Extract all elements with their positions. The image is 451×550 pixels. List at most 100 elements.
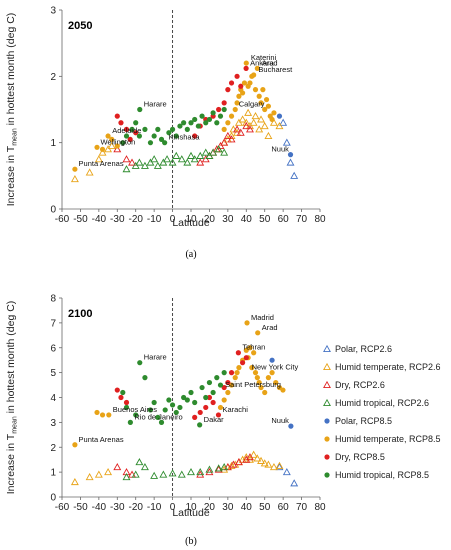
legend-marker (323, 344, 331, 353)
data-point (223, 131, 232, 140)
data-point (221, 126, 227, 132)
data-point (269, 463, 278, 471)
data-point (113, 145, 122, 153)
data-point (210, 389, 216, 396)
data-point (241, 80, 248, 86)
data-point (94, 409, 100, 416)
x-tick-label: 80 (314, 214, 326, 225)
data-point (217, 404, 224, 411)
data-point (123, 133, 130, 139)
data-point (216, 106, 222, 113)
data-point (137, 106, 143, 113)
data-point (271, 110, 277, 116)
series-polar-rcp2-6 (275, 463, 299, 487)
city-annotation: Harare (144, 100, 167, 109)
data-point (235, 350, 241, 356)
city-annotation: Bucharest (258, 65, 293, 74)
data-point (147, 140, 154, 146)
data-point (104, 467, 113, 476)
data-point (133, 412, 139, 418)
data-point (220, 463, 229, 471)
legend-item: Humid temperate, RCP2.6 (323, 362, 441, 372)
data-point (133, 120, 139, 126)
data-point (109, 136, 115, 142)
series-dry-rcp8-5 (114, 350, 249, 420)
data-point (225, 87, 231, 93)
data-point (120, 140, 126, 146)
data-point (234, 73, 240, 79)
city-annotation: Harare (144, 353, 167, 362)
data-point (122, 165, 131, 173)
data-point (282, 138, 291, 146)
x-tick-label: -50 (73, 502, 88, 513)
data-point (122, 155, 131, 163)
data-point (258, 384, 264, 391)
data-point (251, 112, 260, 120)
legend-marker (323, 380, 331, 389)
x-axis-label: Latitude (172, 507, 210, 519)
data-point (221, 397, 227, 403)
data-point (214, 465, 223, 473)
data-point (276, 113, 283, 119)
data-point (236, 93, 242, 99)
legend-item: Humid tropical, RCP2.6 (323, 398, 429, 408)
y-tick-label: 4 (50, 393, 56, 404)
y-tick-label: 3 (50, 6, 56, 17)
data-point (269, 116, 275, 123)
data-point (265, 375, 271, 381)
data-point (240, 360, 246, 366)
data-point (233, 125, 242, 133)
data-point (256, 379, 262, 386)
data-point (214, 145, 223, 153)
data-point (214, 375, 220, 381)
data-point (192, 133, 198, 139)
series-humid-tropical-rcp8-5 (120, 360, 227, 428)
city-annotation: Saint Petersburg (225, 380, 281, 389)
data-point (225, 389, 231, 396)
data-point (228, 382, 235, 388)
data-point (244, 108, 253, 116)
city-annotation: Arad (262, 58, 278, 67)
data-point (173, 133, 179, 139)
data-point (206, 379, 213, 386)
data-point (72, 442, 78, 448)
chart-panel-2100: 0 1 2 3 4 5 6 7 8 -60 -50 -40 -30 -20 -10 0 10 20 30 40 50 60… (5, 294, 326, 548)
data-point (243, 65, 249, 71)
legend-label: Dry, RCP2.6 (335, 380, 385, 390)
city-annotation: Nuuk (271, 145, 289, 154)
data-point (199, 113, 205, 119)
x-tick-label: -30 (110, 502, 125, 513)
city-annotation: Dakar (204, 415, 225, 424)
series-polar-rcp8-5 (269, 357, 294, 429)
data-point (206, 394, 213, 401)
data-point (262, 106, 268, 113)
legend: Polar, RCP2.6 Humid temperate, RCP2.6 Dry,… (323, 344, 441, 480)
data-point (159, 470, 168, 478)
data-point (203, 394, 209, 401)
x-tick-label: 70 (296, 502, 308, 513)
data-point (240, 90, 246, 96)
data-point (114, 387, 120, 393)
data-point (255, 330, 261, 336)
x-tick-label: 20 (204, 214, 216, 225)
data-point (169, 126, 176, 132)
data-point (127, 136, 133, 142)
y-tick-label: 3 (50, 418, 56, 429)
data-point (232, 375, 238, 381)
series-polar-rcp8-5 (276, 113, 294, 158)
y-axis-label: Increase in Tmean in hottest month (deg … (5, 301, 19, 495)
data-point (263, 96, 270, 103)
data-point (142, 126, 148, 132)
data-point (105, 133, 111, 139)
legend-marker (324, 454, 330, 460)
data-point (249, 118, 258, 126)
data-point (234, 100, 240, 106)
x-tick-label: 60 (278, 214, 290, 225)
y-axis-label: Increase in Tmean in hottest month (deg … (5, 13, 19, 207)
city-annotation: Rio de Janeiro (134, 412, 182, 421)
city-annotation: Nuuk (271, 416, 289, 425)
city-annotation: Katerini (251, 53, 277, 62)
legend-item: Polar, RCP2.6 (323, 344, 392, 354)
data-point (151, 133, 157, 139)
data-point (229, 460, 238, 468)
